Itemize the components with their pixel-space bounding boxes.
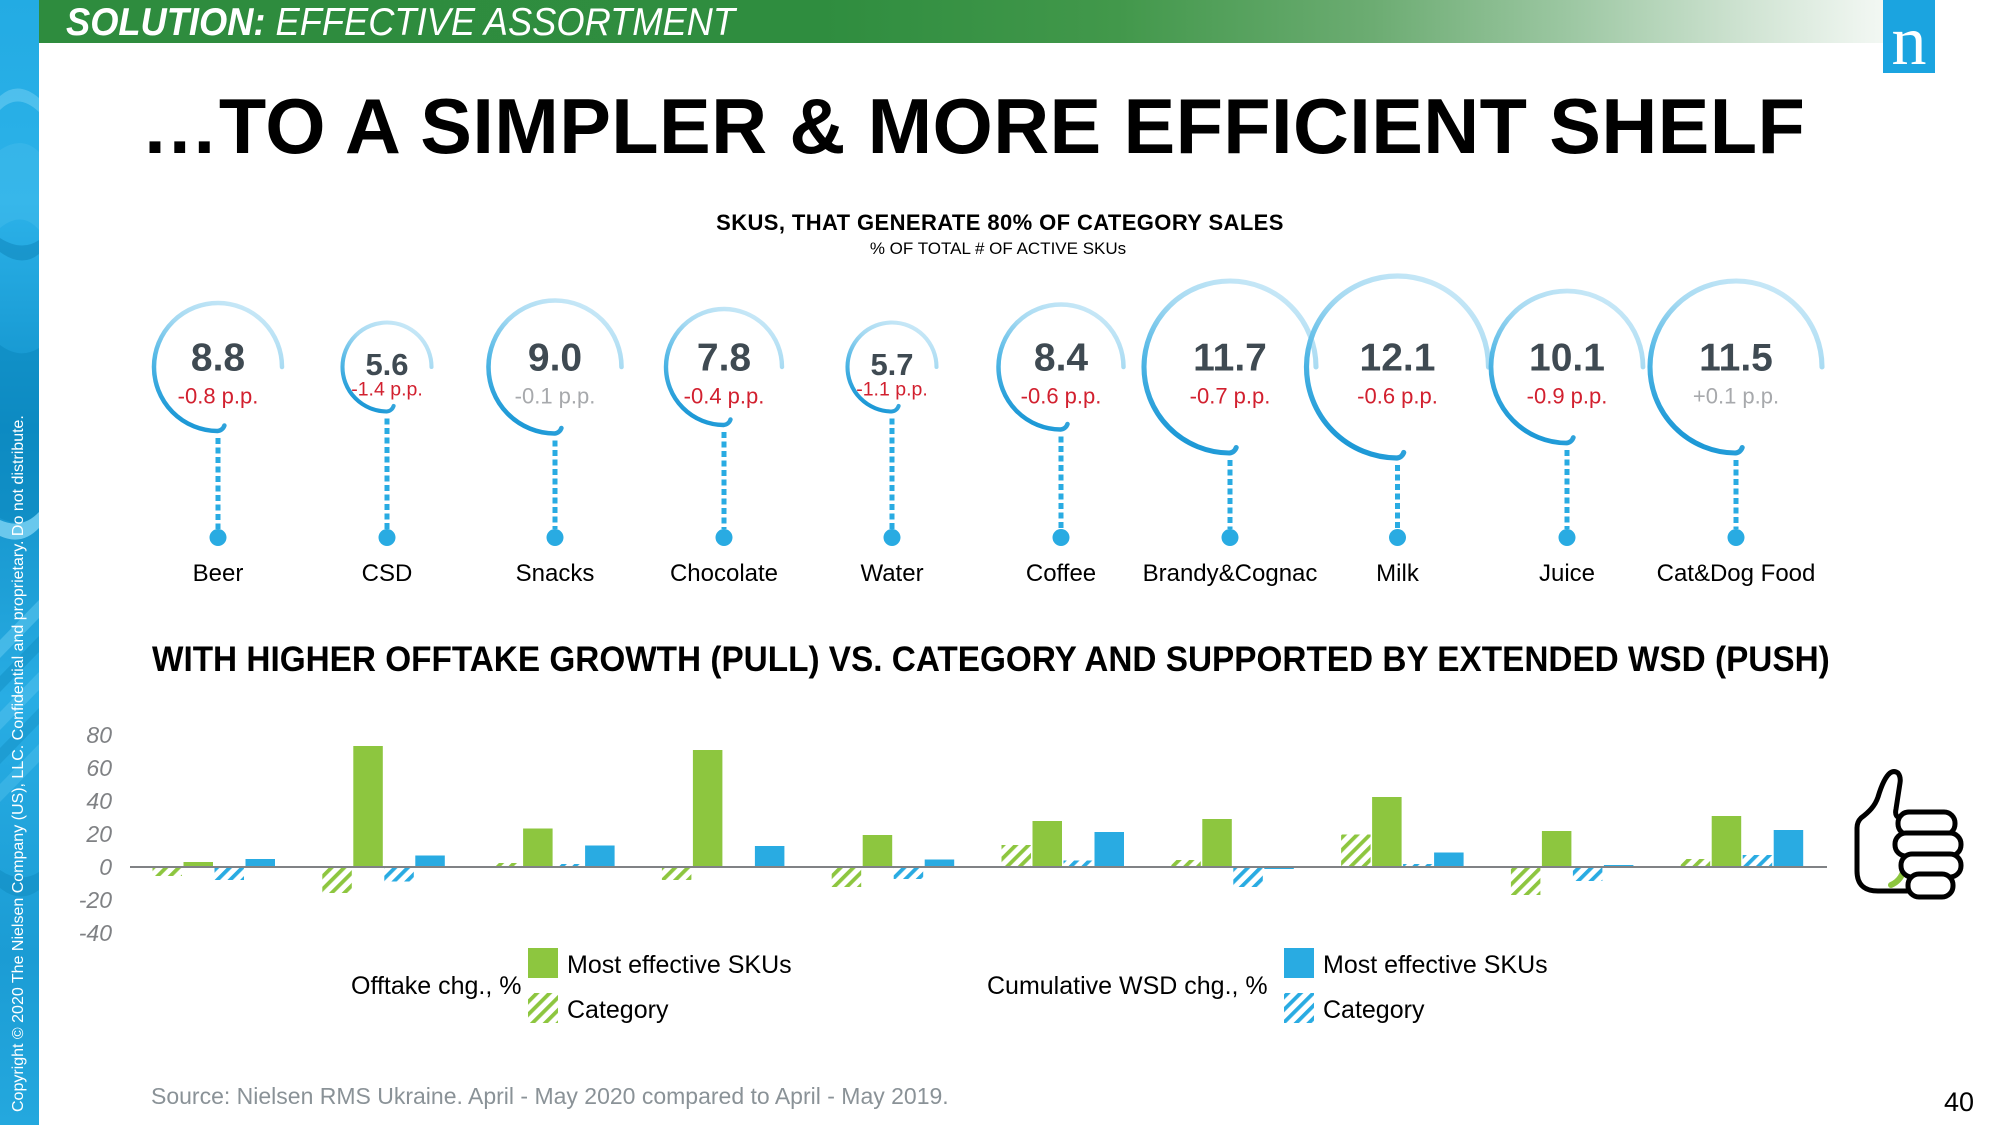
svg-text:-1.1 p.p.: -1.1 p.p. [856,379,928,401]
svg-text:Cat&Dog Food: Cat&Dog Food [1657,560,1816,587]
svg-text:-0.4 p.p.: -0.4 p.p. [684,384,765,409]
svg-text:Chocolate: Chocolate [670,560,778,587]
svg-text:8.4: 8.4 [1034,337,1089,380]
svg-text:-0.6 p.p.: -0.6 p.p. [1357,384,1438,409]
svg-text:40: 40 [86,788,112,814]
svg-text:8.8: 8.8 [191,337,245,380]
svg-text:5.6: 5.6 [365,347,408,382]
svg-text:-0.7 p.p.: -0.7 p.p. [1190,384,1271,409]
svg-text:-40: -40 [79,920,112,946]
svg-text:-0.9 p.p.: -0.9 p.p. [1527,384,1608,409]
svg-text:-0.6 p.p.: -0.6 p.p. [1021,384,1102,409]
svg-text:9.0: 9.0 [528,337,582,380]
svg-text:Milk: Milk [1376,560,1420,587]
svg-text:0: 0 [99,854,112,880]
svg-text:+0.1 p.p.: +0.1 p.p. [1693,384,1779,409]
svg-text:Brandy&Cognac: Brandy&Cognac [1143,560,1318,587]
svg-text:Water: Water [860,560,923,587]
svg-text:11.5: 11.5 [1699,337,1773,380]
svg-text:80: 80 [86,722,112,748]
svg-text:-20: -20 [79,887,112,913]
svg-text:12.1: 12.1 [1360,337,1436,380]
svg-text:n: n [1892,3,1927,73]
svg-text:11.7: 11.7 [1193,337,1267,380]
svg-text:-1.4 p.p.: -1.4 p.p. [351,379,423,401]
svg-text:Coffee: Coffee [1026,560,1096,587]
svg-text:20: 20 [85,821,112,847]
svg-text:7.8: 7.8 [697,337,751,380]
svg-text:Juice: Juice [1539,560,1595,587]
svg-text:-0.1 p.p.: -0.1 p.p. [515,384,596,409]
svg-text:5.7: 5.7 [870,347,913,382]
svg-text:-0.8 p.p.: -0.8 p.p. [178,384,259,409]
svg-text:CSD: CSD [362,560,413,587]
svg-text:10.1: 10.1 [1529,337,1605,380]
svg-text:60: 60 [86,755,112,781]
svg-text:Snacks: Snacks [516,560,595,587]
svg-text:Beer: Beer [193,560,244,587]
